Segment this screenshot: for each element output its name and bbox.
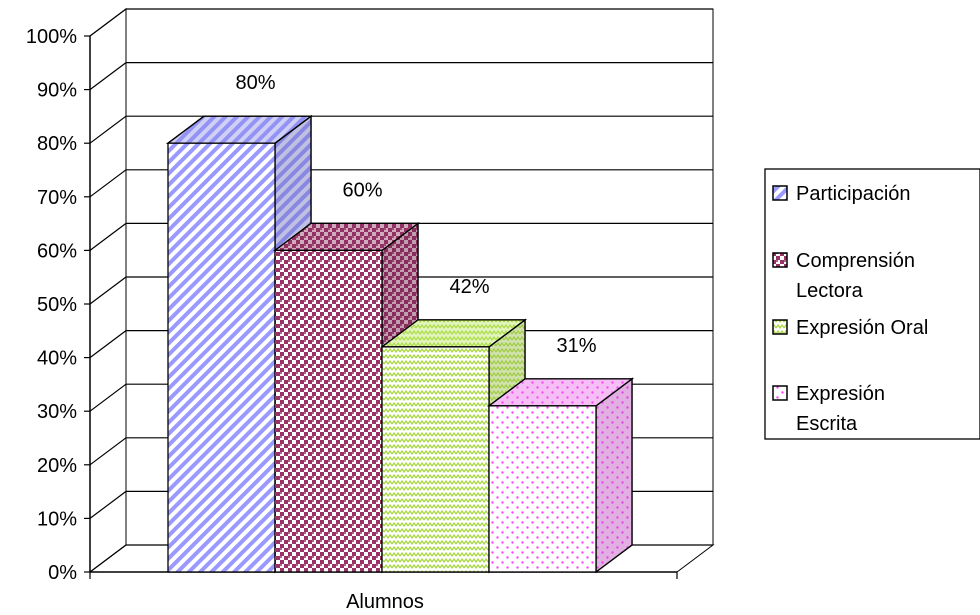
data-labels: 80% 60% 42% 31% [235,72,596,357]
legend-swatch [772,319,788,335]
legend-item: Comprensión Lectora [772,250,915,302]
y-tick-label: 60% [37,240,77,262]
gridline [89,276,713,305]
legend-label: Escrita [796,413,858,435]
y-tick-label: 90% [37,80,77,102]
legend-swatch [772,252,788,268]
gridline [89,8,713,37]
y-tick-label: 100% [26,26,77,48]
legend-swatch [772,185,788,201]
y-tick-label: 10% [37,508,77,530]
legend: Participación Comprensión Lectora Expresión… [764,168,980,440]
legend-swatch [772,385,788,401]
y-axis-tick-labels: 0% 10% 20% 30% 40% 50% 60% 70% 80% 90% 100% [26,26,77,584]
bar-front [381,346,490,573]
legend-box [764,168,980,440]
gridline [89,222,713,251]
data-label: 60% [342,179,382,201]
legend-label: Lectora [796,280,864,302]
bar-3 [487,377,634,574]
bar-front [274,249,383,573]
data-label: 42% [449,276,489,298]
data-label: 31% [556,335,596,357]
legend-label: Expresión Oral [796,317,928,339]
bar-front [488,405,597,573]
y-tick-label: 70% [37,187,77,209]
bars [166,114,634,574]
legend-label: Participación [796,183,911,205]
y-tick-label: 0% [48,562,77,584]
gridline [89,169,713,198]
x-axis-label: Alumnos [346,591,424,613]
gridline [89,61,713,91]
y-tick-label: 20% [37,455,77,477]
legend-label: Expresión [796,383,885,405]
bar-side-pattern [595,377,633,574]
y-tick-label: 30% [37,401,77,423]
y-tick-label: 40% [37,348,77,370]
legend-item: Expresión Escrita [772,383,885,435]
legend-label: Comprensión [796,250,915,272]
data-label: 80% [235,72,275,94]
y-tick-label: 80% [37,133,77,155]
bar-front [167,142,276,573]
legend-item: Participación [772,183,911,205]
gridline [89,115,713,144]
y-tick-label: 50% [37,294,77,316]
legend-item: Expresión Oral [772,317,928,339]
